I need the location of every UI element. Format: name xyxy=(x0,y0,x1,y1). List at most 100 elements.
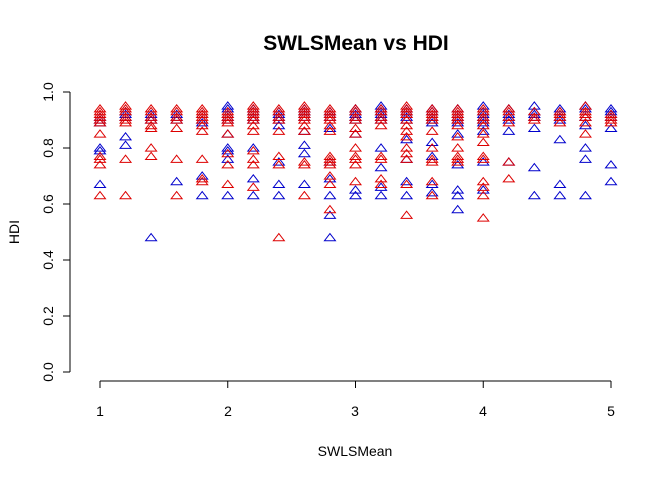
data-point xyxy=(451,154,465,163)
data-point xyxy=(374,109,388,119)
data-point xyxy=(144,112,158,121)
y-tick-label: 0.4 xyxy=(40,250,56,270)
data-point xyxy=(451,190,465,200)
data-point xyxy=(119,154,133,163)
data-point xyxy=(323,112,337,121)
data-point xyxy=(323,151,337,161)
data-point xyxy=(374,154,388,163)
data-point xyxy=(119,112,133,121)
data-point xyxy=(553,134,567,144)
y-tick-label: 0.0 xyxy=(40,362,56,382)
data-point xyxy=(246,173,260,183)
data-point xyxy=(119,109,133,119)
data-point xyxy=(502,103,516,113)
data-point xyxy=(425,106,439,116)
data-point xyxy=(348,109,363,119)
data-point xyxy=(170,109,184,119)
data-point xyxy=(400,176,414,186)
data-point xyxy=(119,117,133,127)
data-point xyxy=(93,129,107,138)
data-point xyxy=(451,109,465,119)
y-axis-ticks xyxy=(63,91,70,373)
data-point xyxy=(502,126,516,135)
data-point xyxy=(374,115,388,124)
data-point xyxy=(348,185,363,194)
data-point xyxy=(553,106,567,116)
data-point xyxy=(604,123,618,133)
data-point xyxy=(425,109,439,119)
data-point xyxy=(246,159,260,169)
data-point xyxy=(170,103,184,113)
data-point xyxy=(400,106,414,116)
data-point xyxy=(221,103,235,113)
data-point xyxy=(93,103,107,113)
data-point xyxy=(476,157,490,166)
data-point xyxy=(604,117,618,127)
data-point xyxy=(323,106,337,116)
data-point xyxy=(195,120,209,130)
data-point xyxy=(400,143,414,152)
data-point xyxy=(348,103,363,113)
data-point xyxy=(323,171,337,180)
data-point xyxy=(348,112,363,121)
data-point xyxy=(476,213,490,222)
data-point xyxy=(246,103,260,113)
data-point xyxy=(502,112,516,121)
data-point xyxy=(348,106,363,116)
data-point xyxy=(195,103,209,113)
data-point xyxy=(272,115,286,124)
data-point xyxy=(527,106,541,116)
data-point xyxy=(348,123,363,133)
data-point xyxy=(221,129,235,138)
data-point xyxy=(578,120,592,130)
data-point xyxy=(195,106,209,116)
data-point xyxy=(119,101,133,110)
data-point xyxy=(502,115,516,124)
data-point xyxy=(246,101,260,110)
data-point xyxy=(400,103,414,113)
data-point xyxy=(374,190,388,200)
data-point xyxy=(476,182,490,191)
data-point xyxy=(451,151,465,161)
data-point xyxy=(476,109,490,119)
data-point xyxy=(451,115,465,124)
data-point xyxy=(297,190,311,200)
data-point xyxy=(604,176,618,186)
x-axis-label: SWLSMean xyxy=(318,443,393,459)
data-point xyxy=(297,159,311,169)
data-point xyxy=(476,103,490,113)
data-point xyxy=(297,112,311,121)
data-point xyxy=(170,190,184,200)
data-point xyxy=(323,109,337,119)
data-point xyxy=(527,101,541,110)
x-tick-label: 5 xyxy=(607,403,615,419)
data-point xyxy=(604,159,618,169)
chart-title: SWLSMean vs HDI xyxy=(263,32,449,55)
data-point xyxy=(297,115,311,124)
y-tick-label: 1.0 xyxy=(40,82,56,102)
data-point xyxy=(323,210,337,219)
x-axis-ticks xyxy=(99,381,612,388)
data-point xyxy=(578,129,592,138)
data-point xyxy=(272,159,286,169)
data-point xyxy=(451,106,465,116)
data-point xyxy=(323,159,337,169)
data-point xyxy=(451,159,465,169)
data-point xyxy=(425,126,439,135)
data-point xyxy=(170,176,184,186)
data-point xyxy=(246,112,260,121)
data-point xyxy=(297,106,311,116)
data-point xyxy=(93,159,107,169)
data-point xyxy=(221,190,235,200)
data-point xyxy=(348,154,363,163)
data-point xyxy=(476,154,490,163)
data-point xyxy=(221,101,235,110)
data-point xyxy=(93,117,107,127)
data-point xyxy=(476,106,490,116)
data-point xyxy=(221,115,235,124)
data-point xyxy=(502,157,516,166)
y-tick-label: 0.2 xyxy=(40,306,56,326)
data-point xyxy=(400,101,414,110)
